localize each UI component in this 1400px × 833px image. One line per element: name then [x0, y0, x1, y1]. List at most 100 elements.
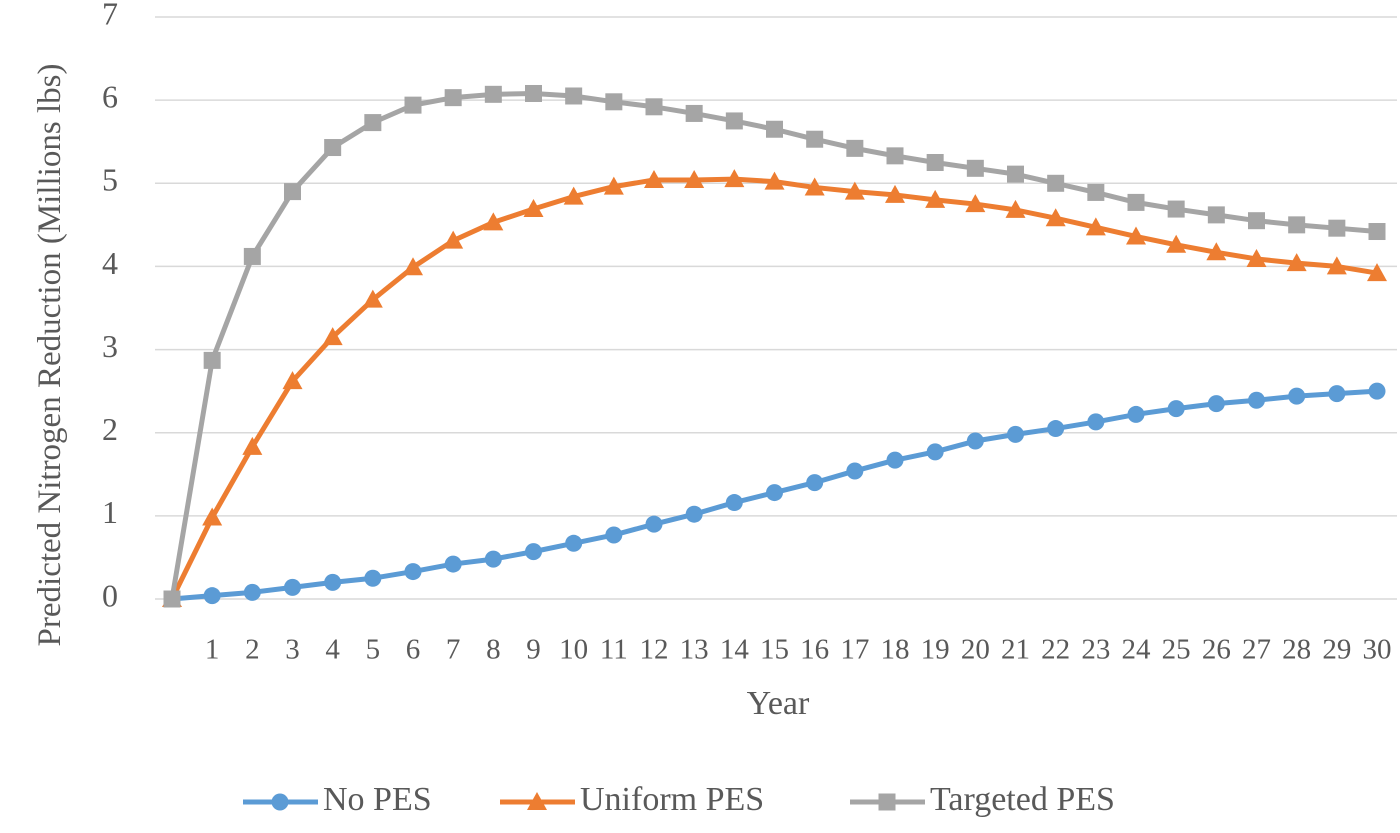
point [1127, 193, 1145, 211]
point [203, 351, 221, 369]
legend-marker [527, 792, 547, 810]
y-tick-label: 7 [102, 0, 118, 31]
point [1166, 234, 1187, 253]
point [1248, 212, 1265, 230]
point [523, 199, 544, 218]
point [1286, 253, 1307, 272]
point [324, 573, 342, 591]
point [685, 505, 703, 523]
y-tick-label: 0 [102, 577, 118, 613]
series-line [169, 176, 1378, 601]
point [764, 171, 785, 190]
point [645, 515, 663, 533]
x-tick-label: 16 [800, 634, 829, 666]
legend-label: Targeted PES [930, 781, 1115, 818]
x-tick-label: 15 [760, 634, 789, 666]
x-tick-label: 26 [1202, 634, 1231, 666]
x-tick-label: 17 [840, 634, 869, 666]
x-tick-label: 8 [486, 634, 501, 666]
point [926, 443, 944, 461]
point [724, 169, 745, 188]
legend-marker [271, 793, 289, 811]
x-axis-title: Year [747, 685, 810, 722]
point [1207, 206, 1225, 224]
point [565, 534, 583, 552]
point [605, 93, 623, 111]
point [1368, 382, 1386, 400]
point [1005, 199, 1026, 218]
point [844, 181, 865, 200]
point [563, 186, 584, 205]
y-tick-label: 6 [102, 78, 118, 114]
series-line [169, 90, 1378, 600]
point [364, 114, 382, 132]
point [804, 177, 825, 196]
y-tick-label: 1 [102, 494, 118, 530]
legend-marker [878, 793, 896, 811]
point [806, 130, 824, 148]
point [163, 590, 181, 608]
point [364, 569, 382, 587]
point [603, 176, 624, 195]
point [282, 371, 303, 390]
point [1047, 174, 1065, 192]
x-tick-label: 25 [1162, 634, 1191, 666]
x-tick-label: 18 [881, 634, 910, 666]
x-tick-label: 13 [680, 634, 709, 666]
x-tick-label: 19 [921, 634, 950, 666]
point [885, 184, 905, 203]
point [846, 462, 864, 480]
x-tick-label: 23 [1081, 634, 1110, 666]
point [766, 484, 783, 502]
point [243, 247, 261, 265]
point [926, 154, 944, 171]
point [1288, 216, 1306, 234]
point [1328, 219, 1346, 237]
point [484, 550, 502, 568]
point [605, 526, 623, 544]
point [846, 139, 864, 157]
x-tick-label: 4 [325, 634, 340, 666]
point [322, 327, 343, 346]
point [1206, 242, 1227, 261]
point [966, 432, 984, 450]
point [886, 147, 904, 165]
point [243, 583, 261, 601]
point [1126, 226, 1146, 245]
point [1368, 223, 1386, 241]
x-tick-label: 5 [366, 634, 381, 666]
point [644, 169, 664, 188]
x-tick-label: 21 [1001, 634, 1030, 666]
point [1085, 217, 1106, 236]
point [1045, 208, 1066, 227]
x-tick-label: 11 [600, 634, 628, 666]
x-tick-label: 14 [720, 634, 750, 666]
x-tick-label: 27 [1242, 634, 1271, 666]
point [685, 104, 703, 122]
point [1328, 385, 1346, 403]
legend-label: Uniform PES [580, 781, 764, 818]
point [1248, 391, 1265, 409]
x-tick-label: 3 [285, 634, 300, 666]
point [443, 230, 464, 249]
x-tick-label: 29 [1322, 634, 1351, 666]
point [525, 543, 542, 561]
x-tick-label: 6 [406, 634, 421, 666]
x-tick-label: 20 [961, 634, 990, 666]
x-tick-label: 22 [1041, 634, 1070, 666]
y-tick-label: 2 [102, 411, 118, 447]
point [966, 159, 984, 177]
point [403, 257, 423, 276]
point [242, 436, 263, 455]
point [484, 85, 502, 103]
point [483, 212, 504, 231]
point [725, 494, 743, 512]
point [886, 451, 904, 469]
point [284, 183, 301, 201]
point [525, 84, 542, 102]
point [565, 87, 583, 105]
x-tick-label: 9 [526, 634, 541, 666]
point [1246, 248, 1267, 267]
